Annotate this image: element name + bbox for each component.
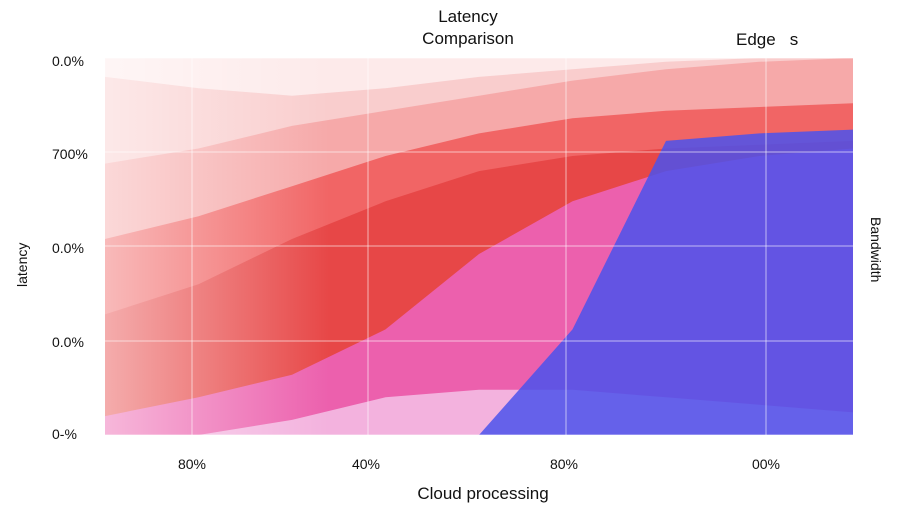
y-axis-label-right: Bandwidth	[868, 217, 884, 283]
y-tick-label: 0.0%	[52, 53, 84, 69]
y-tick-label: 0-%	[52, 426, 77, 442]
x-tick-label: 80%	[177, 456, 207, 472]
chart-title-line-2: Comparison	[422, 29, 514, 48]
y-tick-label: 700%	[52, 146, 88, 162]
legend: Edge s	[736, 30, 798, 50]
y-tick-label: 0.0%	[52, 334, 84, 350]
legend-entry-s: s	[789, 30, 799, 49]
x-axis-label: Cloud processing	[417, 484, 549, 503]
x-tick-label: 00%	[751, 456, 781, 472]
legend-entry-edge: Edge	[736, 30, 776, 49]
grid-lines	[105, 57, 853, 436]
x-tick-label: 40%	[351, 456, 381, 472]
x-tick-label: 80%	[549, 456, 579, 472]
chart-title-line-1: Latency	[438, 7, 498, 26]
y-tick-label: 0.0%	[52, 240, 84, 256]
chart-title: Latency Comparison	[368, 6, 568, 50]
